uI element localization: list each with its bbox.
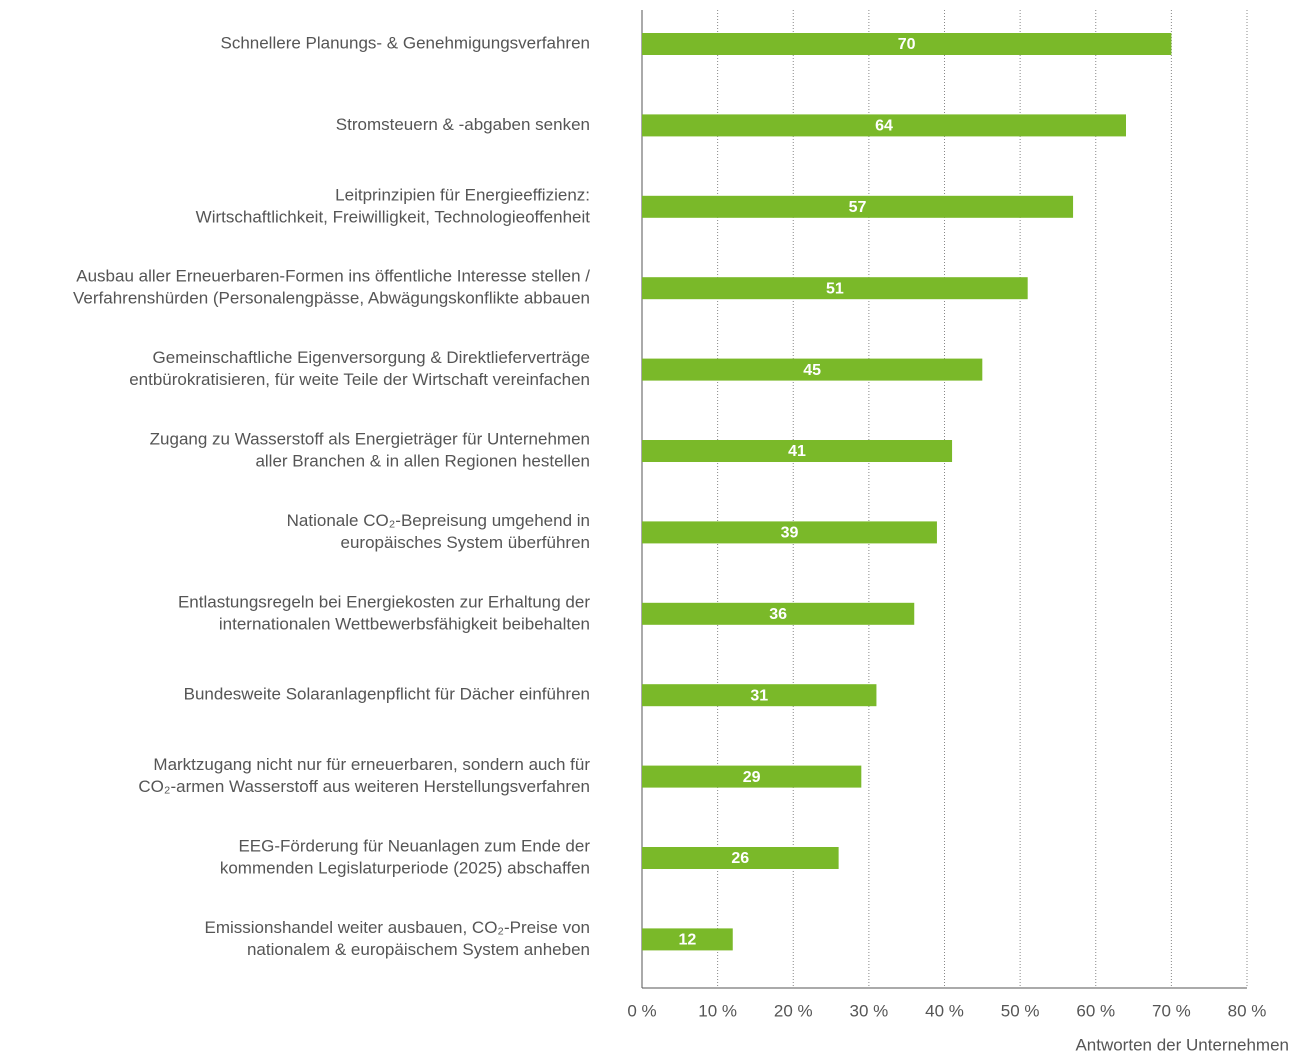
value-label: 41 — [788, 443, 806, 460]
category-label: Entlastungsregeln bei Energiekosten zur … — [178, 592, 590, 611]
category-label: europäisches System überführen — [341, 533, 590, 552]
category-label: Emissionshandel weiter ausbauen, CO₂-Pre… — [204, 918, 590, 937]
x-tick-label: 60 % — [1076, 1001, 1115, 1020]
value-label: 39 — [781, 525, 799, 542]
category-label: internationalen Wettbewerbsfähigkeit bei… — [219, 614, 590, 633]
bar — [642, 277, 1028, 300]
x-tick-label: 50 % — [1001, 1001, 1040, 1020]
category-label: Schnellere Planungs- & Genehmigungsverfa… — [220, 33, 590, 52]
category-label: aller Branchen & in allen Regionen heste… — [255, 451, 590, 470]
value-label: 12 — [678, 932, 696, 949]
value-label: 64 — [875, 118, 893, 135]
bar — [642, 684, 877, 707]
value-label: 51 — [826, 280, 844, 297]
category-label: Ausbau aller Erneuerbaren-Formen ins öff… — [76, 267, 590, 286]
value-label: 57 — [849, 199, 867, 216]
x-tick-label: 30 % — [850, 1001, 889, 1020]
x-tick-label: 0 % — [627, 1001, 656, 1020]
bar — [642, 765, 862, 788]
value-label: 45 — [803, 362, 821, 379]
category-label: Gemeinschaftliche Eigenversorgung & Dire… — [153, 348, 590, 367]
value-label: 36 — [769, 606, 787, 623]
x-tick-label: 80 % — [1228, 1001, 1267, 1020]
value-label: 26 — [731, 850, 749, 867]
category-label: kommenden Legislaturperiode (2025) absch… — [220, 858, 590, 877]
x-axis-label: Antworten der Unternehmen — [1075, 1035, 1289, 1054]
category-label: Nationale CO₂-Bepreisung umgehend in — [287, 511, 590, 530]
value-label: 31 — [750, 687, 768, 704]
bar — [642, 602, 915, 625]
bar — [642, 195, 1074, 218]
bar — [642, 440, 953, 462]
category-label: CO₂-armen Wasserstoff aus weiteren Herst… — [138, 777, 590, 796]
bar — [642, 521, 937, 544]
bar — [642, 928, 733, 951]
x-tick-label: 40 % — [925, 1001, 964, 1020]
value-label: 29 — [743, 769, 761, 786]
x-tick-label: 70 % — [1152, 1001, 1191, 1020]
category-label: Bundesweite Solaranlagenpflicht für Däch… — [184, 685, 590, 704]
category-label: Verfahrenshürden (Personalengpässe, Abwä… — [73, 289, 590, 308]
category-label: Marktzugang nicht nur für erneuerbaren, … — [153, 755, 590, 774]
category-label: Stromsteuern & -abgaben senken — [336, 115, 590, 134]
x-tick-label: 20 % — [774, 1001, 813, 1020]
bar — [642, 33, 1172, 55]
category-label: entbürokratisieren, für weite Teile der … — [129, 370, 590, 389]
category-label: Zugang zu Wasserstoff als Energieträger … — [150, 429, 590, 448]
bar — [642, 358, 983, 381]
x-tick-label: 10 % — [698, 1001, 737, 1020]
category-label: Wirtschaftlichkeit, Freiwilligkeit, Tech… — [196, 207, 591, 226]
category-label: nationalem & europäischem System anheben — [247, 940, 590, 959]
value-label: 70 — [898, 36, 916, 53]
category-label: Leitprinzipien für Energieeffizienz: — [335, 185, 590, 204]
category-label: EEG-Förderung für Neuanlagen zum Ende de… — [238, 836, 590, 855]
bar — [642, 114, 1126, 137]
bar — [642, 847, 839, 869]
